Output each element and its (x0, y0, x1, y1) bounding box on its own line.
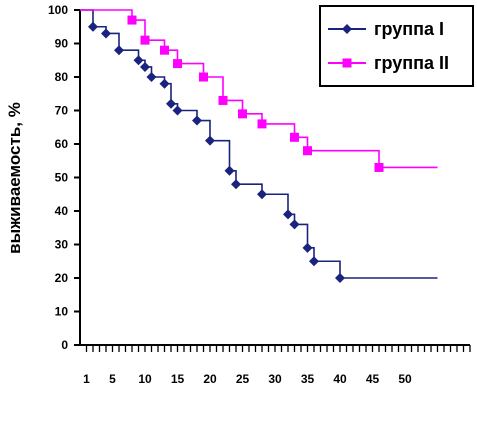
data-point-group-2 (374, 162, 384, 172)
data-point-group-1 (231, 179, 241, 190)
data-point-group-2 (140, 35, 150, 45)
y-tick-label: 100 (48, 3, 68, 17)
x-tick-label: 25 (236, 372, 250, 386)
x-tick-label: 35 (301, 372, 315, 386)
data-point-group-1 (302, 242, 313, 253)
data-point-group-1 (289, 219, 300, 230)
data-point-group-1 (172, 105, 183, 116)
x-tick-label: 30 (268, 372, 282, 386)
data-point-group-1 (192, 115, 202, 126)
data-point-group-1 (101, 28, 111, 39)
data-point-group-2 (218, 95, 228, 105)
legend-marker-group-2 (342, 58, 352, 68)
x-tick-label: 1 (83, 372, 90, 386)
data-point-group-2 (238, 109, 247, 119)
data-point-group-1 (159, 78, 170, 89)
y-tick-label: 30 (55, 238, 69, 252)
series-line-group-1 (80, 9, 438, 279)
data-point-group-1 (205, 135, 215, 146)
data-point-group-1 (140, 61, 150, 72)
y-tick-label: 10 (55, 305, 69, 319)
y-tick-label: 40 (55, 204, 69, 218)
data-point-group-2 (127, 15, 137, 25)
y-axis-title-group: выживаемость, % (5, 102, 24, 254)
data-point-group-2 (173, 59, 182, 69)
y-axis-title: выживаемость, % (5, 102, 24, 254)
data-point-group-1 (283, 209, 293, 220)
data-point-group-2 (160, 45, 169, 55)
data-point-group-2 (257, 119, 267, 129)
data-point-group-1 (166, 98, 176, 109)
data-point-group-1 (133, 55, 144, 66)
x-tick-label: 10 (138, 372, 152, 386)
y-tick-label: 20 (55, 271, 69, 285)
data-point-group-2 (290, 132, 299, 142)
data-point-group-2 (303, 146, 312, 156)
y-tick-label: 80 (55, 70, 69, 84)
data-point-group-1 (224, 165, 235, 176)
data-point-group-1 (146, 72, 157, 82)
y-tick-label: 0 (61, 338, 68, 352)
data-point-group-1 (257, 189, 267, 200)
data-point-group-1 (88, 21, 98, 32)
data-point-group-2 (199, 72, 208, 82)
data-point-group-1 (335, 273, 345, 283)
y-tick-label: 50 (55, 171, 69, 185)
legend: группа I группа II (319, 5, 474, 87)
x-tick-label: 15 (171, 372, 185, 386)
data-point-group-1 (309, 256, 319, 267)
x-tick-label: 50 (398, 372, 412, 386)
x-tick-label: 40 (333, 372, 347, 386)
y-tick-label: 70 (55, 104, 69, 118)
x-tick-label: 20 (203, 372, 217, 386)
y-tick-label: 90 (55, 37, 69, 51)
legend-label-group-1: группа I (374, 19, 444, 39)
legend-label-group-2: группа II (374, 53, 449, 73)
legend-marker-group-1 (342, 24, 352, 34)
legend-box (319, 5, 474, 87)
y-tick-label: 60 (55, 137, 69, 151)
data-point-group-1 (114, 45, 124, 56)
x-tick-label: 45 (366, 372, 380, 386)
plot-area (80, 9, 438, 283)
x-tick-label: 5 (109, 372, 116, 386)
